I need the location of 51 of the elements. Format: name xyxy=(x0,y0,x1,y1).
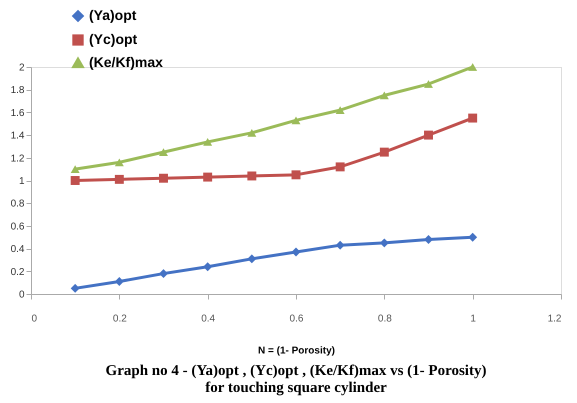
y-tick-label: 2 xyxy=(18,62,25,74)
point xyxy=(336,162,345,172)
text: for touching square cylinder xyxy=(205,380,387,396)
point xyxy=(380,92,389,100)
point xyxy=(70,176,80,185)
x-tick-label: 0.8 xyxy=(378,314,392,324)
y-tick-label: 1.6 xyxy=(10,108,25,119)
y-tick-label: 1 xyxy=(18,176,25,187)
x-tick-label: 0 xyxy=(32,314,38,324)
y-tick-label: 1.2 xyxy=(10,153,25,164)
point xyxy=(424,80,433,88)
point xyxy=(70,284,80,293)
point xyxy=(114,158,124,166)
point xyxy=(247,128,256,137)
x-tick-label: 1 xyxy=(470,314,476,324)
x-tick-label: 0.2 xyxy=(112,314,128,324)
y-tick-label: 1.8 xyxy=(10,85,25,96)
point xyxy=(468,114,478,123)
point xyxy=(292,170,300,180)
point xyxy=(114,174,124,184)
point xyxy=(424,235,433,244)
legend-label: (Ke/Kf)max xyxy=(89,54,164,70)
point xyxy=(380,148,389,157)
legend-label: (Ya)opt xyxy=(89,7,137,23)
x-tick-label: 1.2 xyxy=(548,314,562,324)
point xyxy=(203,262,212,272)
point xyxy=(70,165,80,174)
point xyxy=(247,254,256,264)
x-axis-title: N = (1- Porosity) xyxy=(258,346,335,356)
y-tick-label: 0.8 xyxy=(10,198,25,210)
y-tick-label: 0.6 xyxy=(10,221,25,232)
point xyxy=(292,116,300,124)
point xyxy=(159,148,168,156)
point xyxy=(159,174,168,183)
y-tick-label: 1.4 xyxy=(10,130,25,142)
point xyxy=(203,138,212,146)
y-tick-label: 0.2 xyxy=(10,266,25,278)
text: Graph no 4 - (Ya)opt , (Yc)opt , (Ke/Kf)max vs (1- Porosity) xyxy=(106,363,486,379)
point xyxy=(336,106,345,114)
point xyxy=(203,172,212,182)
legend-label: (Yc)opt xyxy=(89,31,138,47)
x-tick-label: 0.4 xyxy=(201,314,216,324)
point xyxy=(247,171,256,180)
point xyxy=(292,248,300,256)
point xyxy=(114,277,124,286)
y-tick-label: 0 xyxy=(18,290,25,300)
point xyxy=(468,63,478,71)
y-tick-label: 0.4 xyxy=(10,244,25,256)
x-tick-label: 0.6 xyxy=(290,314,304,324)
point xyxy=(424,130,433,140)
point xyxy=(159,269,168,278)
